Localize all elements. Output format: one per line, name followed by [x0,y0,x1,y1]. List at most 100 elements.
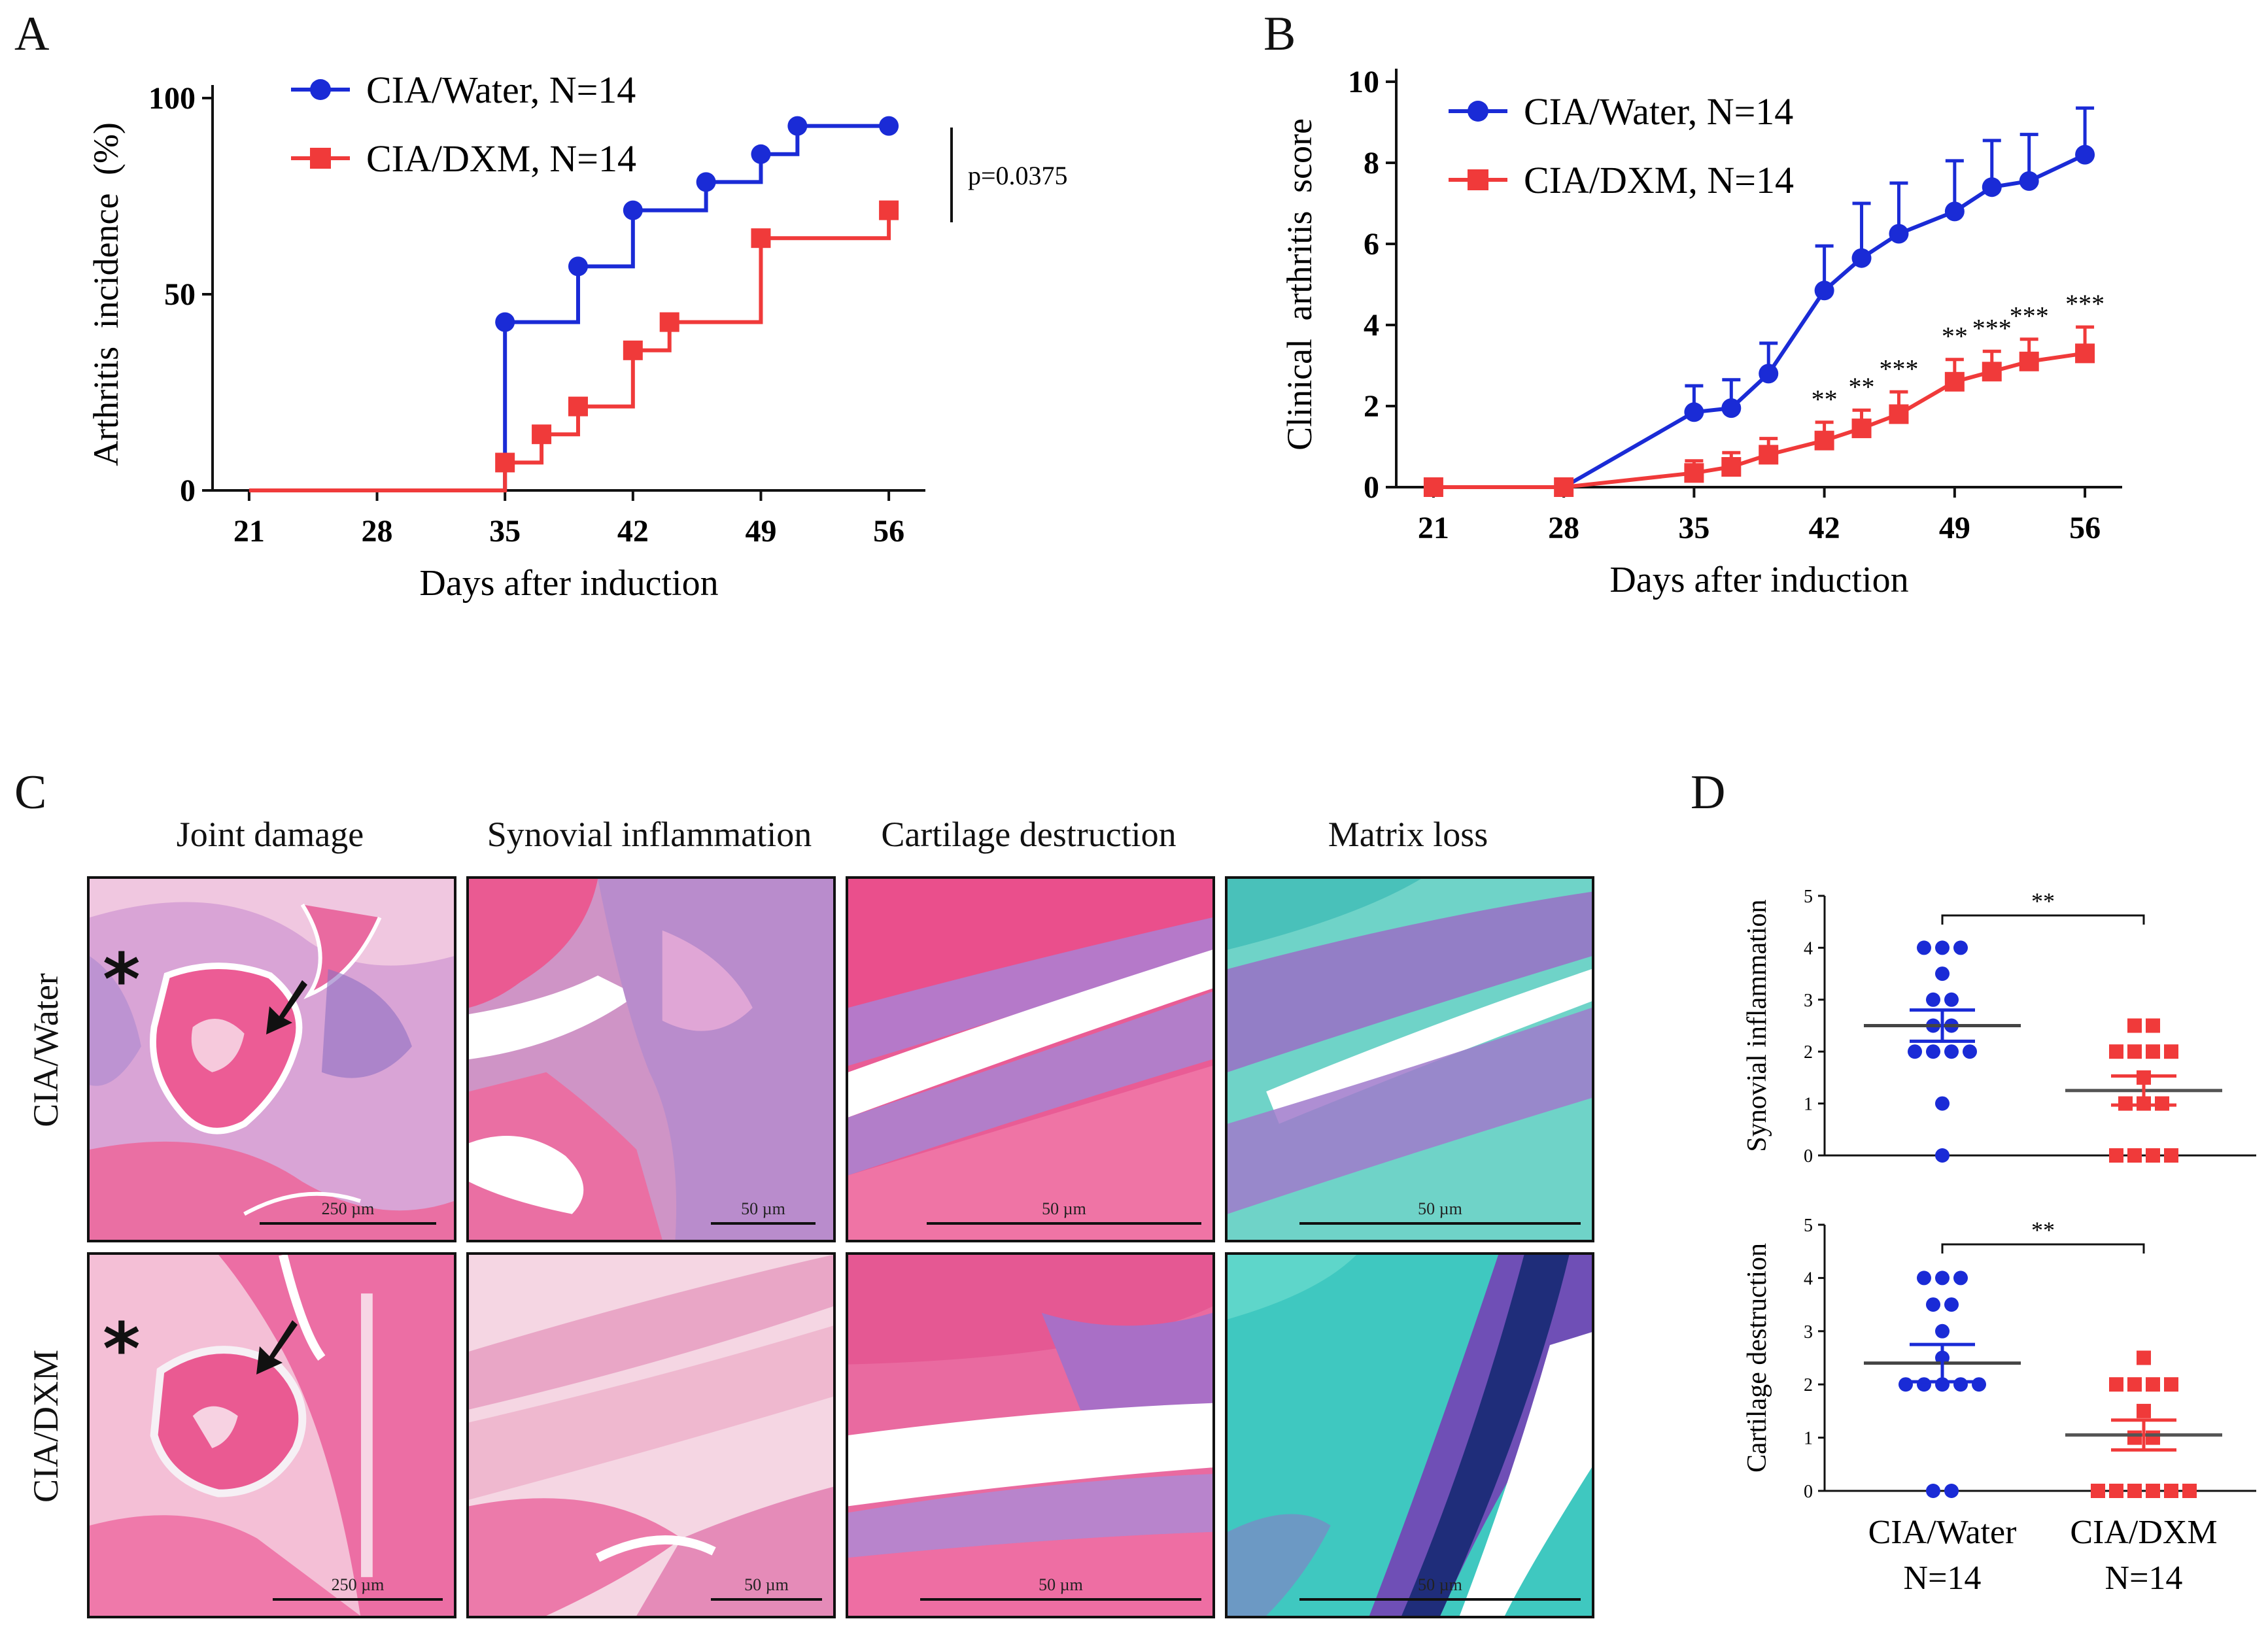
y-axis-label: Synovial inflammation [1742,899,1772,1152]
data-point [2109,1148,2123,1163]
scale-label: 50 µm [1042,1199,1086,1218]
significance-marker: ** [2031,888,2055,914]
y-tick-label: 4 [1804,938,1813,959]
data-point [1684,463,1704,483]
legend-marker [1468,101,1488,122]
scale-bar [260,1222,436,1225]
scale-label: 250 µm [331,1575,385,1594]
panel-letter-b: B [1263,7,1296,61]
micro-dxm-cartilage: 50 µm [846,1252,1215,1618]
data-point [1889,404,1909,424]
data-point [696,172,716,192]
x-axis-label: Days after induction [419,563,718,604]
data-point [2164,1148,2178,1163]
scale-label: 50 µm [741,1199,785,1218]
data-point [879,116,899,136]
data-point [1851,418,1872,439]
data-point [2075,343,2095,364]
data-point [2091,1484,2105,1498]
row-head-cia-water: CIA/Water [26,973,65,1127]
micro-dxm-matrix: 50 µm [1225,1252,1594,1618]
data-point [2127,1484,2142,1498]
y-tick-label: 0 [1364,470,1379,505]
legend-label: CIA/Water, N=14 [1524,90,1793,133]
scale-label: 250 µm [321,1199,375,1218]
y-tick-label: 2 [1804,1042,1813,1063]
data-point [1851,248,1872,268]
x-tick-label: 35 [489,514,521,549]
data-point [2109,1484,2123,1498]
data-point [1935,1148,1950,1163]
micro-water-cartilage: 50 µm [846,876,1215,1242]
y-tick-label: 10 [1348,65,1379,99]
data-point [2075,145,2095,165]
legend-label: CIA/Water, N=14 [366,69,636,111]
asterisk-marker: * [103,938,141,1021]
significance-bracket [1941,914,2145,925]
micro-dxm-joint: * 250 µm [87,1252,456,1618]
data-point [2164,1484,2178,1498]
scale-bar [927,1222,1201,1225]
y-tick-label: 0 [1804,1482,1813,1502]
y-axis-label: Arthritis incidence (%) [86,122,126,466]
y-tick-label: 6 [1364,227,1379,262]
micro-dxm-synovial: 50 µm [466,1252,836,1618]
data-point [1814,281,1834,301]
data-point [1554,477,1574,497]
micro-water-joint: * 250 µm [87,876,456,1242]
data-point [1917,1377,1931,1392]
chart-d-histology-scores: 0 1 2 3 4 5 Synovial inflammation ** 0 1 2 3 4 5 Carti… [1742,887,2256,1597]
data-point [1944,992,1959,1007]
significance-marker: ** [1849,372,1875,401]
scale-bar [1299,1222,1581,1225]
data-point [623,340,643,360]
y-tick-label: 3 [1804,991,1813,1011]
significance-marker: ** [1812,384,1838,414]
data-point [1963,1044,1977,1059]
data-point [1926,992,1940,1007]
arrow-icon [256,1320,298,1374]
x-category-label: CIA/DXM [2070,1514,2217,1551]
data-point [2164,1377,2178,1392]
significance-marker: *** [2010,301,2049,331]
significance-marker: ** [2031,1217,2055,1243]
data-point [787,116,808,136]
data-point [568,396,588,417]
data-point [1935,966,1950,981]
data-point [1759,364,1779,384]
y-tick-label: 2 [1804,1375,1813,1395]
scale-bar [711,1222,816,1225]
data-point [532,424,552,445]
panel-letter-c: C [14,766,47,819]
data-point [2137,1350,2151,1365]
data-point [1935,1271,1950,1286]
data-point [1684,402,1704,422]
micro-water-synovial: 50 µm [466,876,836,1242]
data-point [879,200,899,220]
scale-bar [1299,1598,1581,1601]
x-tick-label: 21 [233,514,265,549]
data-point [1972,1377,1986,1392]
chart-b-clinical-score: 0 2 4 6 8 10 21 28 35 42 49 56 Days after induction C… [1280,65,2122,600]
data-point [2182,1484,2197,1498]
data-point [1926,1484,1940,1498]
y-tick-label: 5 [1804,887,1813,907]
data-point [1944,371,1965,392]
significance-marker: *** [1972,313,2012,343]
x-axis-label: Days after induction [1609,560,1908,600]
arrow-icon [266,980,307,1034]
chart-a-incidence: 0 50 100 21 28 35 42 49 56 Days after induction Ar… [86,69,1068,604]
data-point [1944,201,1965,222]
data-point [1944,1297,1959,1312]
data-point [1889,224,1909,244]
y-tick-label: 0 [1804,1146,1813,1167]
data-point [1926,1044,1940,1059]
data-point [1935,1096,1950,1111]
data-point [1917,940,1931,955]
asterisk-marker: * [103,1307,141,1391]
legend-label: CIA/DXM, N=14 [366,137,636,180]
data-point [2164,1044,2178,1059]
data-point [1917,1271,1931,1286]
scale-label: 50 µm [744,1575,789,1594]
data-point [1953,1377,1968,1392]
